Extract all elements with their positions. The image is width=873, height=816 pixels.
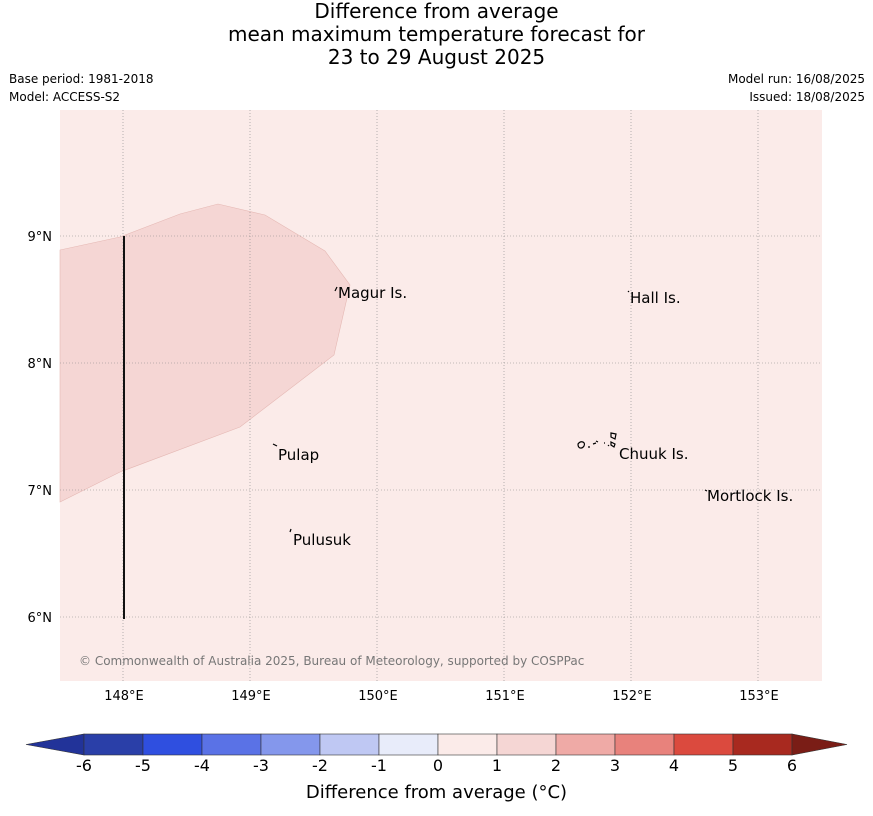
lon-tick-150: 150°E bbox=[358, 689, 398, 704]
model-text: Model: ACCESS-S2 bbox=[9, 90, 121, 104]
colorbar-segment bbox=[437, 733, 498, 756]
map-title: Difference from average mean maximum tem… bbox=[0, 0, 873, 69]
meta-right: Model run: 16/08/2025 Issued: 18/08/2025 bbox=[728, 70, 865, 106]
colorbar-extend-low bbox=[25, 733, 85, 756]
colorbar bbox=[25, 733, 848, 756]
copyright-text: © Commonwealth of Australia 2025, Bureau… bbox=[79, 654, 584, 668]
cb-tick-neg3: -3 bbox=[253, 756, 269, 775]
island-hall bbox=[627, 290, 630, 293]
cb-tick-4: 4 bbox=[668, 756, 680, 775]
lat-tick-6: 6°N bbox=[28, 611, 53, 626]
lat-tick-8: 8°N bbox=[28, 357, 53, 372]
lon-tick-151: 151°E bbox=[485, 689, 525, 704]
anomaly-region bbox=[59, 203, 351, 503]
cb-tick-0: 0 bbox=[432, 756, 444, 775]
lon-tick-152: 152°E bbox=[612, 689, 652, 704]
meta-left: Base period: 1981-2018 Model: ACCESS-S2 bbox=[9, 70, 154, 106]
cb-tick-neg1: -1 bbox=[371, 756, 387, 775]
base-period-text: Base period: 1981-2018 bbox=[9, 72, 154, 86]
island-chuuk-4 bbox=[588, 440, 610, 448]
lon-tick-149: 149°E bbox=[231, 689, 271, 704]
colorbar-segment bbox=[378, 733, 439, 756]
cb-tick-6: 6 bbox=[786, 756, 798, 775]
model-run-text: Model run: 16/08/2025 bbox=[727, 72, 865, 86]
title-line-1: Difference from average bbox=[314, 0, 559, 23]
cb-tick-5: 5 bbox=[727, 756, 739, 775]
title-line-3: 23 to 29 August 2025 bbox=[327, 45, 546, 69]
colorbar-segment bbox=[614, 733, 675, 756]
island-magur bbox=[334, 286, 338, 292]
island-pulap bbox=[272, 443, 278, 447]
colorbar-segment bbox=[732, 733, 793, 756]
cb-tick-neg2: -2 bbox=[312, 756, 328, 775]
colorbar-segment bbox=[319, 733, 380, 756]
colorbar-segment bbox=[142, 733, 203, 756]
colorbar-extend-high bbox=[791, 733, 848, 756]
colorbar-segment bbox=[260, 733, 321, 756]
title-line-2: mean maximum temperature forecast for bbox=[227, 22, 645, 46]
lon-tick-148: 148°E bbox=[104, 689, 144, 704]
place-label-chuuk: Chuuk Is. bbox=[619, 445, 688, 463]
island-chuuk-2 bbox=[610, 432, 617, 440]
lon-tick-153: 153°E bbox=[739, 689, 779, 704]
island-mortlock bbox=[704, 489, 708, 492]
cb-tick-3: 3 bbox=[609, 756, 621, 775]
lat-tick-7: 7°N bbox=[28, 484, 53, 499]
place-label-pulusuk: Pulusuk bbox=[293, 531, 351, 549]
place-label-hall: Hall Is. bbox=[630, 289, 681, 307]
island-pulusuk bbox=[289, 528, 292, 533]
gridlines bbox=[60, 110, 822, 681]
island-chuuk-1 bbox=[577, 441, 586, 449]
colorbar-segment bbox=[496, 733, 557, 756]
colorbar-segment bbox=[673, 733, 734, 756]
colorbar-segment bbox=[201, 733, 262, 756]
island-chuuk-3 bbox=[610, 441, 616, 448]
colorbar-label: Difference from average (°C) bbox=[305, 782, 568, 803]
place-label-mortlock: Mortlock Is. bbox=[707, 487, 793, 505]
place-label-pulap: Pulap bbox=[278, 446, 319, 464]
cb-tick-neg6: -6 bbox=[76, 756, 92, 775]
colorbar-segment bbox=[555, 733, 616, 756]
colorbar-segment bbox=[83, 733, 144, 756]
place-label-magur: Magur Is. bbox=[338, 284, 407, 302]
island-marks bbox=[272, 286, 708, 533]
lat-tick-9: 9°N bbox=[28, 230, 53, 245]
cb-tick-neg5: -5 bbox=[135, 756, 151, 775]
cb-tick-1: 1 bbox=[491, 756, 503, 775]
issued-text: Issued: 18/08/2025 bbox=[749, 90, 865, 104]
cb-tick-neg4: -4 bbox=[194, 756, 210, 775]
cb-tick-2: 2 bbox=[550, 756, 562, 775]
